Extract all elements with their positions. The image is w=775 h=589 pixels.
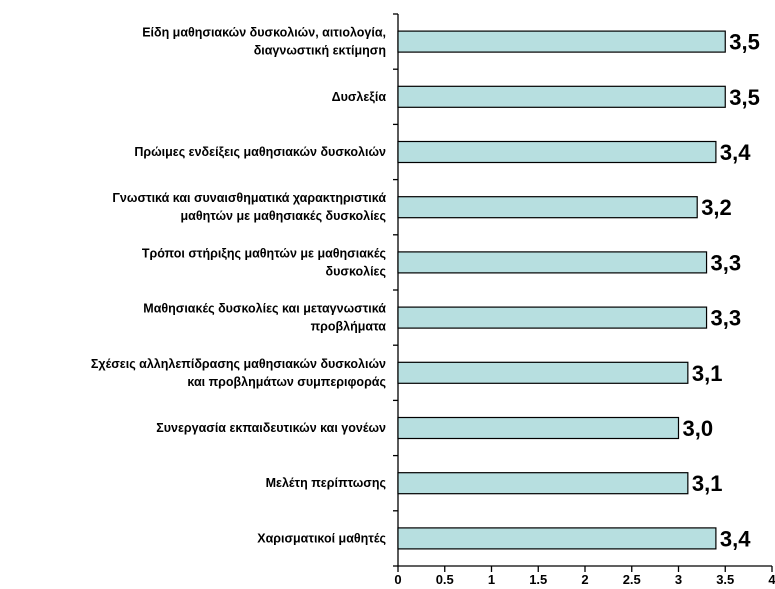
bar	[397, 251, 708, 274]
category-label: Χαρισματικοί μαθητές	[257, 531, 386, 545]
category-label: και προβλημάτων συμπεριφοράς	[187, 375, 386, 389]
data-label: 3,2	[701, 195, 732, 220]
data-label: 3,3	[711, 250, 742, 275]
data-label: 3,4	[720, 140, 751, 165]
category-label: Σχέσεις αλληλεπίδρασης μαθησιακών δυσκολ…	[91, 357, 386, 371]
bar	[397, 416, 680, 440]
data-label: 3,0	[683, 416, 714, 441]
bar	[397, 361, 689, 384]
x-tick-label: 0	[394, 572, 401, 584]
category-label: διαγνωστική εκτίμηση	[254, 44, 386, 58]
x-tick-label: 1	[488, 572, 495, 584]
bar	[397, 527, 717, 550]
category-label: Δυσλεξία	[332, 90, 387, 104]
data-label: 3,1	[692, 471, 723, 496]
category-label: Μελέτη περίπτωσης	[266, 476, 386, 490]
data-label: 3,5	[729, 30, 760, 55]
x-tick-label: 3.5	[716, 572, 734, 584]
x-tick-label: 2	[581, 572, 588, 584]
category-label: μαθητών με μαθησιακές δυσκολίες	[181, 209, 386, 223]
data-label: 3,5	[729, 85, 760, 110]
category-label: προβλήματα	[311, 320, 387, 334]
data-label: 3,4	[720, 526, 751, 551]
category-label: Πρώιμες ενδείξεις μαθησιακών δυσκολιών	[134, 145, 386, 159]
bar	[397, 472, 689, 495]
data-label: 3,1	[692, 361, 723, 386]
bar	[397, 140, 717, 164]
category-label: Γνωστικά και συναισθηματικά χαρακτηριστι…	[112, 191, 386, 205]
category-label: δυσκολίες	[326, 264, 386, 278]
bar	[397, 30, 726, 53]
x-tick-label: 2.5	[623, 572, 641, 584]
bar	[397, 85, 726, 108]
category-label: Είδη μαθησιακών δυσκολιών, αιτιολογία,	[142, 26, 386, 40]
x-tick-label: 4	[768, 572, 775, 584]
data-label: 3,3	[711, 306, 742, 331]
category-label: Συνεργασία εκπαιδευτικών και γονέων	[156, 421, 386, 435]
category-label: Τρόποι στήριξης μαθητών με μαθησιακές	[142, 246, 386, 260]
bar	[397, 306, 708, 329]
bar	[397, 196, 698, 219]
category-label: Μαθησιακές δυσκολίες και μεταγνωστικά	[143, 302, 386, 316]
x-tick-label: 1.5	[529, 572, 547, 584]
x-tick-label: 3	[675, 572, 682, 584]
x-tick-label: 0.5	[436, 572, 454, 584]
